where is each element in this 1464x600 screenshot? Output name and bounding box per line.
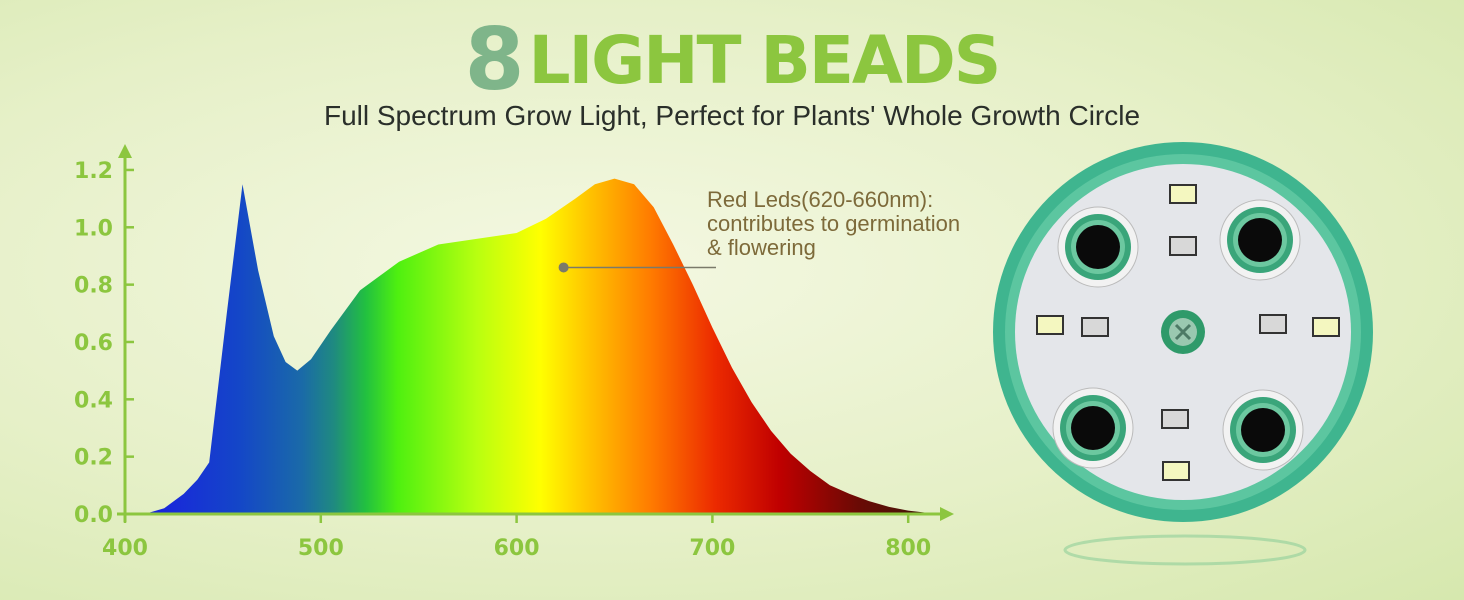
- y-tick-label: 0.4: [74, 388, 113, 413]
- annotation-line: & flowering: [707, 235, 816, 260]
- spectrum-chart: 0.0 0.2 0.4 0.6 0.8 1.0 1.2 400 500 600 700 800: [74, 144, 954, 561]
- led-bead: [1259, 314, 1287, 334]
- led-bead: [1312, 317, 1340, 337]
- headline-title: LIGHT BEADS: [528, 21, 1002, 99]
- x-tick-label: 500: [298, 536, 344, 561]
- led-bead: [1036, 315, 1064, 335]
- mounting-hole: [1238, 218, 1282, 262]
- headline: 8LIGHT BEADS: [0, 10, 1464, 110]
- led-bead: [1161, 409, 1189, 429]
- x-tick-label: 400: [102, 536, 148, 561]
- led-bead: [1169, 236, 1197, 256]
- y-tick-label: 0.2: [74, 446, 113, 471]
- mounting-hole: [1076, 225, 1120, 269]
- y-tick-label: 0.8: [74, 274, 113, 299]
- subtitle: Full Spectrum Grow Light, Perfect for Pl…: [323, 100, 1141, 131]
- annotation-line: Red Leds(620-660nm):: [707, 187, 934, 212]
- led-board-image: [993, 142, 1373, 566]
- mounting-hole: [1071, 406, 1115, 450]
- mounting-hole: [1241, 408, 1285, 452]
- led-bead: [1169, 184, 1197, 204]
- x-tick-label: 700: [689, 536, 735, 561]
- led-bead: [1081, 317, 1109, 337]
- annotation-line: contributes to germination: [707, 211, 961, 236]
- x-tick-label: 800: [885, 536, 931, 561]
- x-tick-label: 600: [494, 536, 540, 561]
- y-axis-arrow-icon: [118, 144, 132, 158]
- headline-number: 8: [464, 10, 525, 110]
- y-tick-label: 0.6: [74, 331, 113, 356]
- y-tick-label: 1.0: [74, 216, 113, 241]
- spectrum-area: [144, 178, 938, 514]
- y-tick-label: 1.2: [74, 159, 113, 184]
- x-axis-arrow-icon: [940, 507, 954, 521]
- led-bead: [1162, 461, 1190, 481]
- red-leds-annotation: Red Leds(620-660nm): contributes to germ…: [707, 188, 960, 260]
- y-tick-label: 0.0: [74, 503, 113, 528]
